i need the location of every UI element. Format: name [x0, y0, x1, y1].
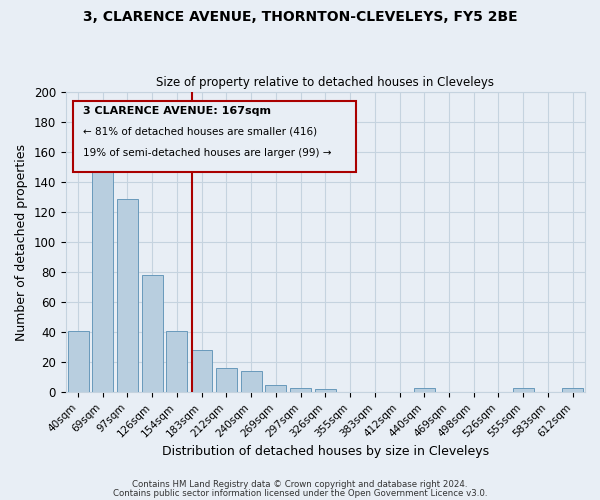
X-axis label: Distribution of detached houses by size in Cleveleys: Distribution of detached houses by size … [162, 444, 489, 458]
Text: 19% of semi-detached houses are larger (99) →: 19% of semi-detached houses are larger (… [83, 148, 331, 158]
Text: ← 81% of detached houses are smaller (416): ← 81% of detached houses are smaller (41… [83, 126, 317, 136]
Title: Size of property relative to detached houses in Cleveleys: Size of property relative to detached ho… [157, 76, 494, 90]
Text: 3, CLARENCE AVENUE, THORNTON-CLEVELEYS, FY5 2BE: 3, CLARENCE AVENUE, THORNTON-CLEVELEYS, … [83, 10, 517, 24]
Bar [117, 198, 138, 392]
Y-axis label: Number of detached properties: Number of detached properties [15, 144, 28, 340]
Bar [562, 388, 583, 392]
Bar [166, 331, 187, 392]
Bar [290, 388, 311, 392]
Bar [265, 385, 286, 392]
Bar [315, 390, 336, 392]
Text: Contains public sector information licensed under the Open Government Licence v3: Contains public sector information licen… [113, 488, 487, 498]
Text: 3 CLARENCE AVENUE: 167sqm: 3 CLARENCE AVENUE: 167sqm [83, 106, 271, 116]
Text: Contains HM Land Registry data © Crown copyright and database right 2024.: Contains HM Land Registry data © Crown c… [132, 480, 468, 489]
Bar [216, 368, 237, 392]
Bar [68, 331, 89, 392]
Bar [92, 155, 113, 392]
Bar [414, 388, 435, 392]
Bar [142, 275, 163, 392]
Bar [512, 388, 533, 392]
Bar [191, 350, 212, 393]
Bar [241, 372, 262, 392]
FancyBboxPatch shape [73, 101, 356, 172]
